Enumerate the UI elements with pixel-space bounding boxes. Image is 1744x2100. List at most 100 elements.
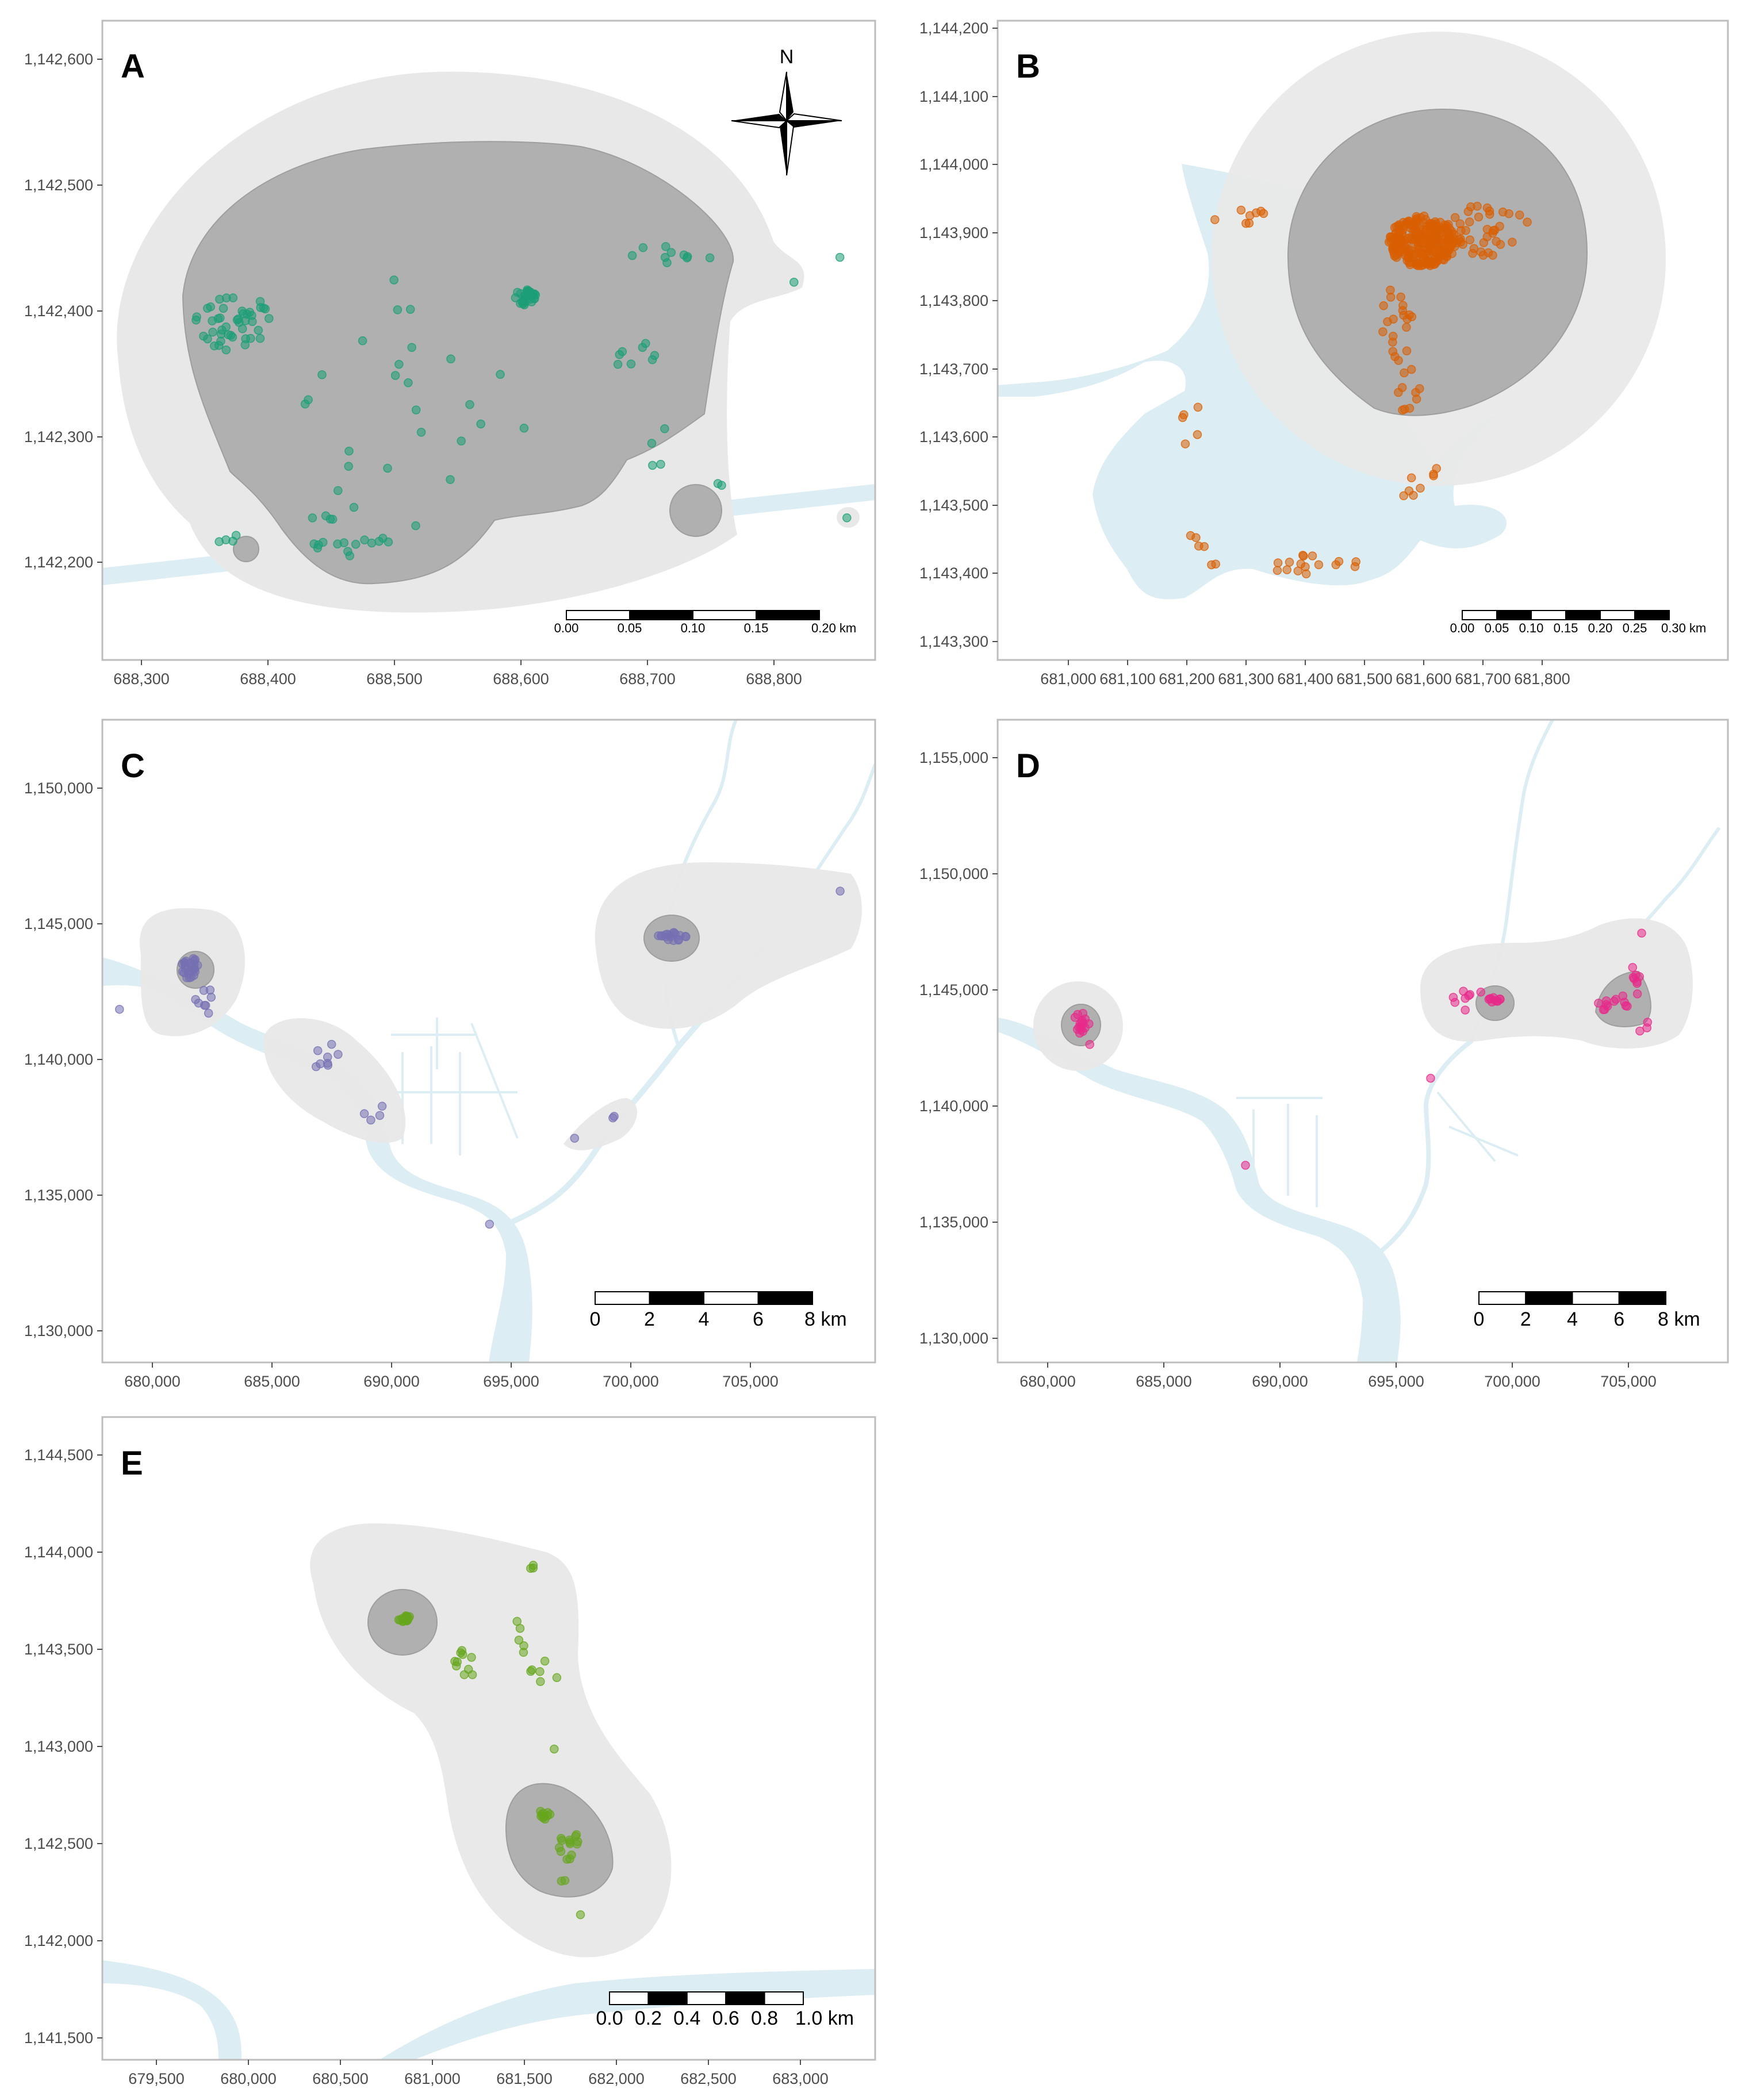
panel-c-outer-range-3 xyxy=(595,862,862,1029)
location-point xyxy=(476,419,485,429)
panel-b: B 0.00 0.05 0.10 0.15 0.20 0.25 0.30 km 681,00… xyxy=(919,20,1729,688)
location-point xyxy=(255,333,265,343)
location-point xyxy=(1432,464,1441,473)
location-point xyxy=(570,1134,580,1143)
panel-e-scale-bar: 0.0 0.2 0.4 0.6 0.8 1.0 km xyxy=(596,1991,854,2029)
scale-bar-segment xyxy=(1525,1291,1573,1305)
scale-bar-label: 0.4 xyxy=(673,2007,700,2029)
location-point xyxy=(390,371,400,380)
scale-bar-label: 6 xyxy=(1613,1308,1624,1330)
y-tick-label: 1,142,000 xyxy=(24,1932,93,1949)
y-tick-label: 1,144,000 xyxy=(919,156,988,173)
panel-c-canals xyxy=(368,1018,519,1155)
location-point xyxy=(1594,999,1603,1008)
panel-c-axes: 680,000 685,000 690,000 695,000 700,000 705,0… xyxy=(24,780,779,1390)
scale-bar-segment xyxy=(1600,610,1635,620)
location-point xyxy=(705,253,715,263)
x-tick-label: 700,000 xyxy=(603,1373,659,1390)
location-point xyxy=(1415,233,1425,243)
y-tick-label: 1,141,500 xyxy=(24,2029,93,2047)
y-tick-label: 1,143,500 xyxy=(919,497,988,514)
location-point xyxy=(204,1008,213,1018)
scale-bar-label: 0 xyxy=(1474,1308,1485,1330)
location-point xyxy=(641,339,650,348)
location-point xyxy=(1236,205,1246,215)
location-point xyxy=(456,1648,465,1657)
y-tick-label: 1,143,000 xyxy=(24,1738,93,1755)
location-point xyxy=(1465,217,1474,226)
scale-bar-segment xyxy=(764,1991,804,2005)
location-point xyxy=(1476,988,1486,997)
location-point xyxy=(239,309,248,318)
scale-bar-label: 0.8 xyxy=(751,2007,778,2029)
location-point xyxy=(219,304,228,313)
y-tick-label: 1,135,000 xyxy=(919,1214,988,1231)
location-point xyxy=(1405,404,1415,413)
panel-c-letter: C xyxy=(121,747,145,785)
location-point xyxy=(1468,249,1477,258)
scale-bar-segment xyxy=(609,1991,649,2005)
scale-bar-label: 0.30 km xyxy=(1661,621,1706,635)
location-point xyxy=(835,886,845,896)
x-tick-label: 683,000 xyxy=(772,2070,829,2087)
location-point xyxy=(661,242,670,251)
y-tick-label: 1,145,000 xyxy=(919,981,988,999)
panel-d-locations xyxy=(1070,928,1653,1170)
panel-b-axes: 681,000 681,100 681,200 681,300 681,400 681,5… xyxy=(919,20,1570,688)
location-point xyxy=(1383,317,1392,327)
panel-e-frame xyxy=(101,1416,876,2061)
x-tick-label: 681,700 xyxy=(1455,670,1511,688)
y-tick-label: 1,135,000 xyxy=(24,1187,93,1204)
x-tick-label: 688,700 xyxy=(619,670,676,688)
location-point xyxy=(465,400,474,409)
location-point xyxy=(1621,1001,1631,1011)
location-point xyxy=(1410,247,1420,256)
scale-bar-segment xyxy=(725,1991,765,2005)
location-point xyxy=(1378,327,1387,336)
location-point xyxy=(519,1641,528,1650)
location-point xyxy=(519,297,528,306)
location-point xyxy=(333,539,342,549)
location-point xyxy=(467,1670,477,1679)
scale-bar-label: 0.15 xyxy=(1554,621,1578,635)
location-point xyxy=(191,316,201,325)
location-point xyxy=(1077,1018,1087,1027)
location-point xyxy=(383,463,392,473)
scale-bar-segment xyxy=(686,1991,727,2005)
y-tick-label: 1,143,600 xyxy=(919,428,988,446)
location-point xyxy=(627,251,637,260)
panel-b-scale-bar: 0.00 0.05 0.10 0.15 0.20 0.25 0.30 km xyxy=(1450,610,1706,635)
location-point xyxy=(1073,1009,1082,1019)
location-point xyxy=(1390,241,1400,251)
location-point xyxy=(1458,240,1467,249)
scale-bar-label: 8 km xyxy=(804,1308,847,1330)
scale-bar-segment xyxy=(1618,1291,1666,1305)
scale-bar-label: 0.2 xyxy=(635,2007,662,2029)
location-point xyxy=(1282,565,1291,574)
location-point xyxy=(323,1061,333,1070)
location-point xyxy=(1398,405,1407,415)
location-point xyxy=(496,370,505,379)
panel-b-frame xyxy=(996,20,1729,661)
panel-d-tributary xyxy=(1361,1038,1474,1267)
panel-d-frame xyxy=(996,719,1729,1364)
location-point xyxy=(1272,566,1282,575)
panel-e-letter: E xyxy=(121,1445,143,1482)
location-point xyxy=(1402,323,1411,332)
location-point xyxy=(1515,210,1524,220)
panel-d-canals xyxy=(1236,1091,1519,1207)
location-point xyxy=(308,513,317,523)
location-point xyxy=(1473,201,1482,211)
location-point xyxy=(835,252,845,262)
x-tick-label: 690,000 xyxy=(1252,1373,1308,1390)
location-point xyxy=(511,293,520,302)
location-point xyxy=(446,354,455,364)
scale-bar-label: 0.00 xyxy=(554,621,579,635)
location-point xyxy=(1482,203,1492,213)
y-tick-label: 1,143,300 xyxy=(919,633,988,650)
y-tick-label: 1,142,500 xyxy=(24,176,93,194)
scale-bar-label: 0.20 km xyxy=(811,621,856,635)
location-point xyxy=(199,331,208,341)
x-tick-label: 681,800 xyxy=(1514,670,1570,688)
scale-bar-label: 0.00 xyxy=(1450,621,1475,635)
